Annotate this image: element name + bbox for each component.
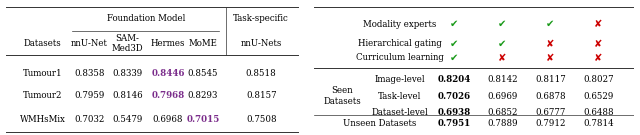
Text: ✘: ✘ — [594, 19, 603, 29]
Text: nnU-Nets: nnU-Nets — [241, 39, 282, 48]
Text: 0.7959: 0.7959 — [74, 91, 104, 100]
Text: 0.8339: 0.8339 — [112, 69, 142, 78]
Text: MoME: MoME — [189, 39, 218, 48]
Text: Tumour1: Tumour1 — [23, 69, 63, 78]
Text: ✔: ✔ — [450, 38, 459, 48]
Text: 0.8204: 0.8204 — [438, 75, 471, 84]
Text: 0.7968: 0.7968 — [152, 91, 185, 100]
Text: ✘: ✘ — [498, 53, 507, 63]
Text: ✘: ✘ — [594, 38, 603, 48]
Text: 0.8146: 0.8146 — [112, 91, 143, 100]
Text: 0.8358: 0.8358 — [74, 69, 105, 78]
Text: 0.6852: 0.6852 — [487, 108, 518, 117]
Text: Hierarchical gating: Hierarchical gating — [358, 39, 442, 48]
Text: WMHsMix: WMHsMix — [20, 115, 66, 124]
Text: 0.6777: 0.6777 — [535, 108, 566, 117]
Text: ✔: ✔ — [546, 19, 555, 29]
Text: 0.8446: 0.8446 — [151, 69, 185, 78]
Text: 0.8293: 0.8293 — [188, 91, 218, 100]
Text: 0.6938: 0.6938 — [438, 108, 471, 117]
Text: 0.7814: 0.7814 — [583, 119, 614, 128]
Text: 0.5479: 0.5479 — [112, 115, 143, 124]
Text: ✔: ✔ — [498, 38, 507, 48]
Text: 0.8027: 0.8027 — [583, 75, 614, 84]
Text: SAM-
Med3D: SAM- Med3D — [111, 34, 143, 53]
Text: ✘: ✘ — [546, 38, 555, 48]
Text: 0.7951: 0.7951 — [438, 119, 471, 128]
Text: Foundation Model: Foundation Model — [107, 14, 186, 23]
Text: 0.6488: 0.6488 — [583, 108, 614, 117]
Text: 0.8518: 0.8518 — [246, 69, 276, 78]
Text: Image-level: Image-level — [374, 75, 426, 84]
Text: ✘: ✘ — [594, 53, 603, 63]
Text: 0.7015: 0.7015 — [186, 115, 220, 124]
Text: 0.6968: 0.6968 — [153, 115, 183, 124]
Text: 0.8142: 0.8142 — [487, 75, 518, 84]
Text: 0.6878: 0.6878 — [535, 92, 566, 101]
Text: Modality experts: Modality experts — [364, 20, 436, 29]
Text: 0.7508: 0.7508 — [246, 115, 276, 124]
Text: Datasets: Datasets — [24, 39, 61, 48]
Text: Dataset-level: Dataset-level — [372, 108, 428, 117]
Text: 0.8545: 0.8545 — [188, 69, 218, 78]
Text: 0.6969: 0.6969 — [487, 92, 518, 101]
Text: 0.7032: 0.7032 — [74, 115, 104, 124]
Text: Unseen Datasets: Unseen Datasets — [342, 119, 416, 128]
Text: ✔: ✔ — [450, 53, 459, 63]
Text: ✔: ✔ — [450, 19, 459, 29]
Text: Curriculum learning: Curriculum learning — [356, 53, 444, 62]
Text: nnU-Net: nnU-Net — [71, 39, 108, 48]
Text: 0.6529: 0.6529 — [583, 92, 614, 101]
Text: ✘: ✘ — [546, 53, 555, 63]
Text: 0.8117: 0.8117 — [535, 75, 566, 84]
Text: 0.7912: 0.7912 — [535, 119, 566, 128]
Text: ✔: ✔ — [498, 19, 507, 29]
Text: Task-level: Task-level — [378, 92, 422, 101]
Text: 0.8157: 0.8157 — [246, 91, 276, 100]
Text: Tumour2: Tumour2 — [23, 91, 63, 100]
Text: Hermes: Hermes — [151, 39, 185, 48]
Text: 0.7026: 0.7026 — [438, 92, 471, 101]
Text: Seen
Datasets: Seen Datasets — [324, 86, 361, 106]
Text: 0.7889: 0.7889 — [487, 119, 518, 128]
Text: Task-specific: Task-specific — [234, 14, 289, 23]
